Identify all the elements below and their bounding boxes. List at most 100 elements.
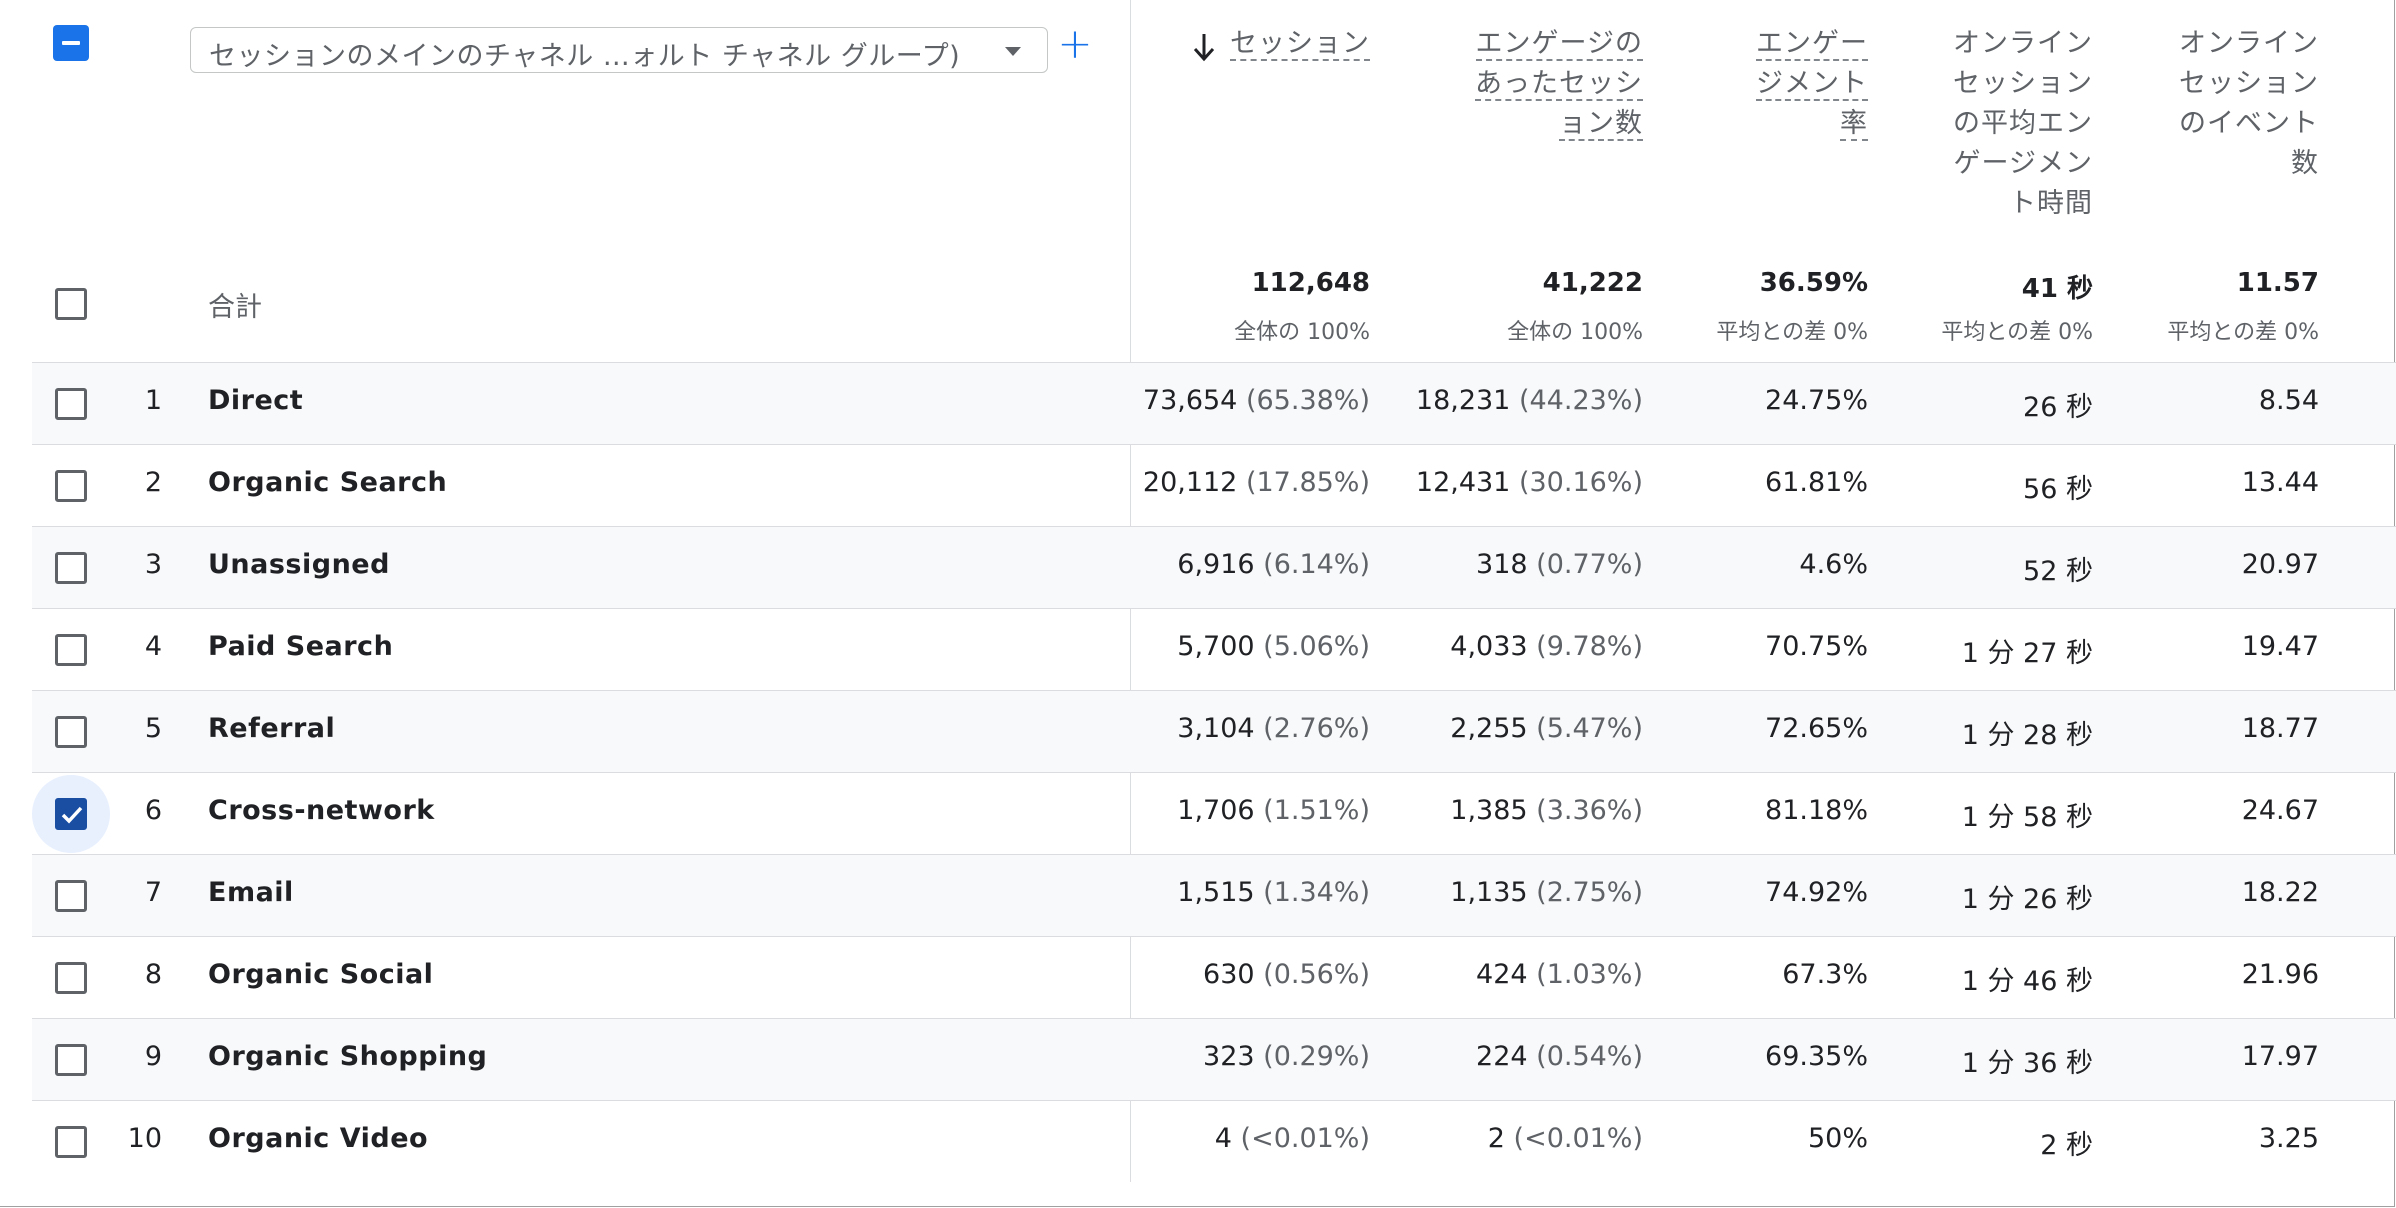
column-header-line: の平均エン: [1953, 108, 2093, 139]
cell-engaged-sessions-share: (3.36%): [1536, 795, 1643, 826]
sort-descending-icon[interactable]: [1191, 32, 1217, 62]
table-row[interactable]: 4 Paid Search 5,700 (5.06%) 4,033 (9.78%) 70…: [32, 608, 2396, 691]
cell-engaged-sessions-share: (0.54%): [1536, 1041, 1643, 1072]
cell-avg-engagement-time-value: 52 秒: [2023, 556, 2093, 587]
cell-sessions-share: (<0.01%): [1240, 1123, 1370, 1154]
total-engaged-sessions: 41,222: [1542, 268, 1643, 298]
total-engagement-rate: 36.59%: [1759, 268, 1868, 298]
cell-sessions: 20,112 (17.85%): [1140, 467, 1370, 498]
cell-engaged-sessions: 12,431 (30.16%): [1400, 467, 1643, 498]
column-header-line: 率: [1840, 108, 1868, 141]
cell-engaged-sessions: 318 (0.77%): [1400, 549, 1643, 580]
dropdown-arrow-icon: [1005, 47, 1021, 56]
cell-engaged-sessions: 4,033 (9.78%): [1400, 631, 1643, 662]
cell-sessions-value: 4: [1214, 1123, 1232, 1154]
cell-engagement-rate-value: 67.3%: [1782, 959, 1868, 990]
totals-checkbox[interactable]: [55, 288, 87, 320]
row-checkbox[interactable]: [55, 962, 87, 994]
totals-label: 合計: [208, 292, 262, 323]
cell-engaged-sessions-share: (2.75%): [1536, 877, 1643, 908]
cell-engaged-sessions-value: 2: [1487, 1123, 1505, 1154]
cell-engaged-sessions: 1,385 (3.36%): [1400, 795, 1643, 826]
cell-engagement-rate: 61.81%: [1690, 467, 1868, 498]
cell-avg-engagement-time-value: 56 秒: [2023, 474, 2093, 505]
row-checkbox[interactable]: [55, 634, 87, 666]
column-header-line: オンライン: [2179, 28, 2319, 59]
table-row[interactable]: 7 Email 1,515 (1.34%) 1,135 (2.75%) 74.92% 1 …: [32, 854, 2396, 937]
total-events-per-session-diff: 平均との差 0%: [2167, 320, 2319, 345]
column-header-sessions[interactable]: セッション: [1140, 24, 1370, 64]
cell-events-per-session-value: 21.96: [2241, 959, 2319, 990]
table-row[interactable]: 2 Organic Search 20,112 (17.85%) 12,431 (30…: [32, 444, 2396, 527]
column-header-line: ジメント: [1756, 68, 1868, 101]
table-row[interactable]: 5 Referral 3,104 (2.76%) 2,255 (5.47%) 72.65…: [32, 690, 2396, 773]
column-header-line: セッション: [2179, 68, 2319, 99]
table-row[interactable]: 6 Cross-network 1,706 (1.51%) 1,385 (3.36%)…: [32, 772, 2396, 855]
cell-sessions: 1,706 (1.51%): [1140, 795, 1370, 826]
column-header-line: 数: [2291, 148, 2319, 179]
cell-engaged-sessions-share: (<0.01%): [1513, 1123, 1643, 1154]
row-checkbox[interactable]: [55, 798, 87, 830]
total-sessions-share: 全体の 100%: [1234, 320, 1370, 345]
column-header-line: オンライン: [1953, 28, 2093, 59]
cell-events-per-session-value: 17.97: [2241, 1041, 2319, 1072]
row-checkbox[interactable]: [55, 470, 87, 502]
cell-sessions-share: (17.85%): [1245, 467, 1370, 498]
cell-avg-engagement-time: 56 秒: [1900, 467, 2093, 506]
dimension-select[interactable]: セッションのメインのチャネル …ォルト チャネル グループ): [190, 27, 1048, 73]
cell-sessions: 6,916 (6.14%): [1140, 549, 1370, 580]
dimension-select-label: セッションのメインのチャネル …ォルト チャネル グループ): [209, 41, 961, 72]
cell-events-per-session-value: 18.22: [2241, 877, 2319, 908]
cell-engaged-sessions-value: 424: [1476, 959, 1528, 990]
add-dimension-button[interactable]: +: [1057, 19, 1093, 68]
cell-engagement-rate-value: 69.35%: [1765, 1041, 1868, 1072]
column-header-engaged-sessions[interactable]: エンゲージの あったセッシ ョン数: [1400, 24, 1643, 144]
cell-avg-engagement-time-value: 1 分 46 秒: [1961, 966, 2093, 997]
table-row[interactable]: 3 Unassigned 6,916 (6.14%) 318 (0.77%) 4.6% 5…: [32, 526, 2396, 609]
row-checkbox[interactable]: [55, 880, 87, 912]
row-checkbox[interactable]: [55, 552, 87, 584]
column-header-avg-engagement-time[interactable]: オンライン セッション の平均エン ゲージメン ト時間: [1900, 24, 2093, 224]
cell-sessions-share: (5.06%): [1263, 631, 1370, 662]
cell-engagement-rate-value: 72.65%: [1765, 713, 1868, 744]
table-row[interactable]: 1 Direct 73,654 (65.38%) 18,231 (44.23%) 24.…: [32, 362, 2396, 445]
cell-sessions-share: (0.29%): [1263, 1041, 1370, 1072]
row-index: 5: [144, 713, 162, 744]
row-channel-name: Organic Search: [208, 467, 448, 498]
select-all-checkbox[interactable]: [53, 25, 89, 61]
cell-avg-engagement-time: 1 分 26 秒: [1900, 877, 2093, 916]
row-checkbox[interactable]: [55, 1126, 87, 1158]
cell-events-per-session: 18.22: [2130, 877, 2319, 908]
cell-sessions-value: 1,515: [1177, 877, 1255, 908]
column-header-engagement-rate[interactable]: エンゲー ジメント 率: [1690, 24, 1868, 144]
row-channel-name: Paid Search: [208, 631, 394, 662]
cell-avg-engagement-time-value: 1 分 28 秒: [1961, 720, 2093, 751]
cell-engagement-rate: 69.35%: [1690, 1041, 1868, 1072]
row-index: 7: [144, 877, 162, 908]
cell-avg-engagement-time-value: 1 分 36 秒: [1961, 1048, 2093, 1079]
cell-avg-engagement-time: 1 分 28 秒: [1900, 713, 2093, 752]
column-header-events-per-session[interactable]: オンライン セッション のイベント 数: [2130, 24, 2319, 184]
cell-events-per-session: 8.54: [2130, 385, 2319, 416]
cell-events-per-session-value: 20.97: [2241, 549, 2319, 580]
column-header-line: ョン数: [1559, 108, 1643, 141]
row-index: 1: [144, 385, 162, 416]
cell-events-per-session-value: 8.54: [2258, 385, 2319, 416]
cell-events-per-session-value: 19.47: [2241, 631, 2319, 662]
total-events-per-session: 11.57: [2236, 268, 2319, 298]
cell-sessions-value: 20,112: [1142, 467, 1238, 498]
table-row[interactable]: 8 Organic Social 630 (0.56%) 424 (1.03%) 67.…: [32, 936, 2396, 1019]
checkmark-icon: [61, 806, 83, 824]
cell-events-per-session: 13.44: [2130, 467, 2319, 498]
cell-engagement-rate: 4.6%: [1690, 549, 1868, 580]
row-checkbox[interactable]: [55, 388, 87, 420]
cell-engagement-rate: 50%: [1690, 1123, 1868, 1154]
cell-engaged-sessions: 18,231 (44.23%): [1400, 385, 1643, 416]
table-row[interactable]: 10 Organic Video 4 (<0.01%) 2 (<0.01%) 50% 2 …: [32, 1100, 2396, 1183]
row-index: 3: [144, 549, 162, 580]
row-checkbox[interactable]: [55, 716, 87, 748]
table-row[interactable]: 9 Organic Shopping 323 (0.29%) 224 (0.54%) 6…: [32, 1018, 2396, 1101]
row-checkbox[interactable]: [55, 1044, 87, 1076]
cell-engaged-sessions: 424 (1.03%): [1400, 959, 1643, 990]
cell-sessions-value: 73,654: [1142, 385, 1238, 416]
